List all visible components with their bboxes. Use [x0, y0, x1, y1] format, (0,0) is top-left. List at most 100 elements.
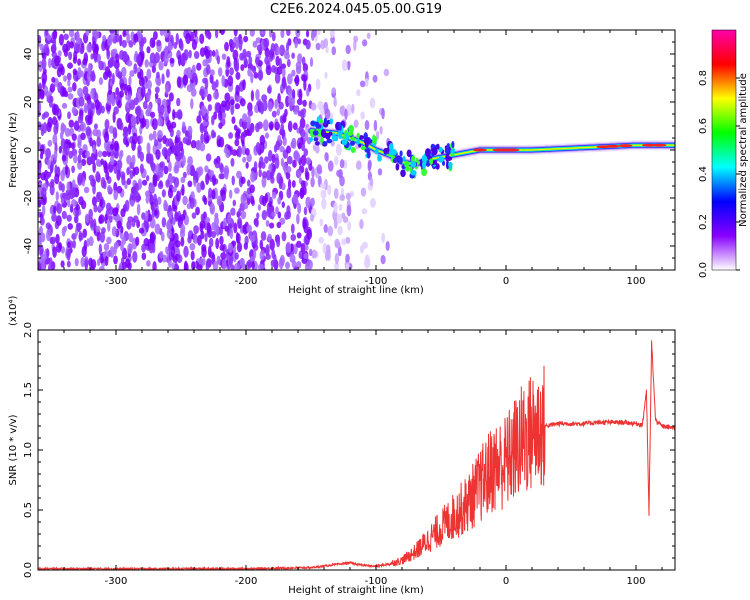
spectrogram-cell — [137, 71, 142, 79]
spectrogram-cell — [40, 172, 47, 181]
spectrogram-cell — [220, 112, 227, 119]
spectrogram-cell — [275, 206, 279, 215]
spectrogram-cell — [215, 237, 220, 250]
spectrogram-cell — [189, 164, 195, 174]
spectrogram-cell — [275, 55, 280, 67]
spectrogram-cell — [400, 169, 406, 178]
spectrogram-cell — [353, 119, 359, 128]
spectrogram-cell — [313, 121, 320, 127]
x-tick-label: -200 — [235, 576, 258, 587]
snr-x-label: Height of straight line (km) — [288, 585, 424, 596]
spectrogram-cell — [286, 155, 293, 165]
spectrogram-cell — [324, 250, 330, 261]
spectrogram-cell — [373, 119, 378, 132]
spectrogram-cell — [329, 118, 334, 125]
spectrogram-cell — [310, 177, 315, 188]
spectrogram-cell — [276, 172, 282, 185]
spectrogram-cell — [204, 77, 209, 90]
spectrogram-cell — [182, 195, 188, 206]
spectrogram-cell — [161, 217, 167, 228]
spectrogram-cell — [169, 57, 175, 64]
spectrogram-cell — [51, 76, 56, 83]
spectrogram-cell — [355, 160, 362, 170]
spectrogram-cell — [216, 55, 221, 65]
spectrogram-cell — [347, 220, 352, 231]
spectrogram-cell — [277, 211, 282, 219]
spectrogram-cell — [333, 96, 337, 108]
spectrogram-cell — [248, 55, 253, 66]
spectrogram-cell — [66, 197, 71, 208]
spectrogram-cell — [126, 32, 131, 44]
spectrogram-cell — [295, 261, 302, 269]
spectrogram-cell — [281, 201, 285, 208]
spectrogram-cell — [128, 232, 134, 243]
spectrogram-cell — [246, 50, 252, 58]
spectrogram-cell — [369, 198, 376, 208]
spectrogram-cell — [227, 242, 234, 254]
spectrogram-cell — [281, 81, 288, 90]
spectrogram-cell — [274, 98, 278, 110]
spectrogram-cell — [109, 155, 115, 166]
spectrogram-cell — [270, 259, 275, 268]
spectrogram-cell — [68, 30, 75, 38]
spectrogram-cell — [395, 163, 400, 171]
spectrogram-cell — [211, 50, 216, 57]
spectrogram-cell — [207, 245, 212, 258]
spectrogram-cell — [239, 98, 246, 107]
spectrogram-cell — [170, 246, 176, 259]
spectrogram-cell — [72, 82, 77, 92]
spectrogram-cell — [67, 62, 74, 69]
spectrogram-cell — [45, 147, 51, 160]
spectrogram-cell — [137, 149, 141, 159]
spectrogram-cell — [322, 242, 328, 255]
spectrogram-cell — [67, 111, 71, 120]
spectrogram-cell — [366, 257, 371, 268]
colorbar-tick-label: 0.6 — [698, 118, 709, 134]
spectrogram-cell — [187, 155, 193, 167]
spectrogram-cell — [254, 56, 260, 65]
spectrogram-cell — [66, 248, 71, 259]
spectrogram-cell — [234, 138, 240, 147]
spectrogram-cell — [243, 58, 248, 67]
spectrogram-cell — [205, 260, 210, 270]
spectrogram-cell — [140, 85, 146, 98]
spectrogram-cell — [196, 182, 202, 193]
spectrogram-cell — [171, 262, 176, 270]
spectrogram-cell — [204, 165, 209, 173]
spectrogram-cell — [102, 180, 107, 190]
spectrogram-cell — [237, 145, 242, 158]
spectrogram-cell — [168, 92, 174, 102]
spectrogram-cell — [96, 258, 101, 267]
spectrogram-cell — [218, 173, 224, 180]
snr-series-line — [38, 340, 675, 570]
spectrogram-cell — [98, 215, 103, 225]
spectrogram-cell — [200, 213, 204, 222]
spectrogram-cell — [311, 249, 318, 259]
x-tick-label: 100 — [626, 276, 645, 287]
spectrogram-cell — [271, 153, 276, 164]
spectrogram-cell — [338, 169, 343, 180]
spectrogram-cell — [131, 218, 136, 228]
spectrogram-cell — [271, 211, 276, 218]
spectrogram-cell — [366, 32, 371, 40]
y-tick-label: 1.5 — [23, 382, 34, 398]
spectrogram-cell — [60, 260, 65, 268]
spectrogram-cell — [379, 125, 383, 135]
spectrogram-cell — [372, 74, 378, 83]
spectrogram-cell — [204, 112, 209, 123]
spectrogram-cell — [301, 74, 308, 82]
spectrogram-cell — [207, 104, 213, 112]
spectrogram-cell — [152, 130, 157, 141]
spectrogram-cell — [67, 86, 73, 93]
spectrogram-cell — [91, 102, 96, 110]
spectrogram-cell — [180, 237, 185, 247]
spectrogram-cell — [193, 232, 198, 243]
spectrogram-cell — [149, 232, 154, 241]
spectrogram-cell — [383, 147, 389, 155]
spectrogram-cell — [94, 99, 100, 110]
spectrogram-cell — [84, 105, 89, 113]
spectrogram-cell — [107, 185, 112, 192]
spectrogram-cell — [39, 43, 44, 51]
spectrogram-cell — [364, 77, 369, 88]
spectrogram-cell — [305, 171, 310, 181]
